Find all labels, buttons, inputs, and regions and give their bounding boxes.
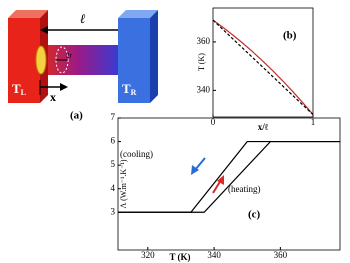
series-annotation: (cooling) <box>120 149 153 159</box>
cooling-arrow <box>194 157 206 171</box>
y-tick-label: 5 <box>111 159 116 169</box>
y-tick-label: 360 <box>197 36 211 46</box>
y-tick-label: 4 <box>111 183 116 193</box>
y-tick-label: 3 <box>111 206 116 216</box>
panel-label: (a) <box>70 110 83 122</box>
arrow-head <box>40 26 48 34</box>
arrow-head <box>217 175 224 185</box>
left-block-top <box>8 10 48 18</box>
data-line <box>212 19 314 115</box>
radius-label: 2r <box>66 52 73 60</box>
x-axis-label: T (K) <box>169 252 190 262</box>
panel-label: (b) <box>283 30 297 42</box>
y-axis-label: T (K) <box>197 53 206 71</box>
right-label-sub: R <box>131 88 137 97</box>
x-tick-label: 320 <box>141 250 155 260</box>
left-label-sub: L <box>21 88 26 97</box>
plot-frame <box>212 7 314 118</box>
rod <box>40 45 118 75</box>
annotation-arrows <box>191 157 224 194</box>
arrow-head <box>60 83 68 91</box>
right-label: TR <box>122 81 137 97</box>
length-label: ℓ <box>80 11 86 26</box>
right-block <box>118 18 150 103</box>
y-axis-label: Λ (W.m⁻¹.K⁻¹) <box>119 159 128 208</box>
plot-frame <box>117 117 341 251</box>
data-line <box>118 140 340 213</box>
x-axis-label: x/ℓ <box>258 122 269 132</box>
series-annotation: (heating) <box>228 184 260 194</box>
panel-label: (c) <box>248 209 261 221</box>
y-tick-label: 7 <box>111 112 116 122</box>
arrow-head <box>191 165 199 175</box>
x-tick-label: 1 <box>311 117 316 127</box>
rod-end <box>35 45 47 75</box>
right-block-side <box>150 10 158 103</box>
x-label: x <box>50 90 56 104</box>
x-tick-label: 360 <box>274 250 288 260</box>
left-label: TL <box>12 81 26 97</box>
left-block <box>8 18 40 103</box>
y-tick-label: 340 <box>197 84 211 94</box>
data-line <box>212 19 314 116</box>
x-tick-label: 340 <box>207 250 221 260</box>
diagram: ℓ 2r TL x TR (a) <box>8 10 158 122</box>
x-tick-label: 0 <box>211 117 216 127</box>
y-tick-label: 6 <box>111 136 116 146</box>
right-label-main: T <box>122 81 131 96</box>
right-block-top <box>118 10 158 18</box>
left-label-main: T <box>12 81 21 96</box>
